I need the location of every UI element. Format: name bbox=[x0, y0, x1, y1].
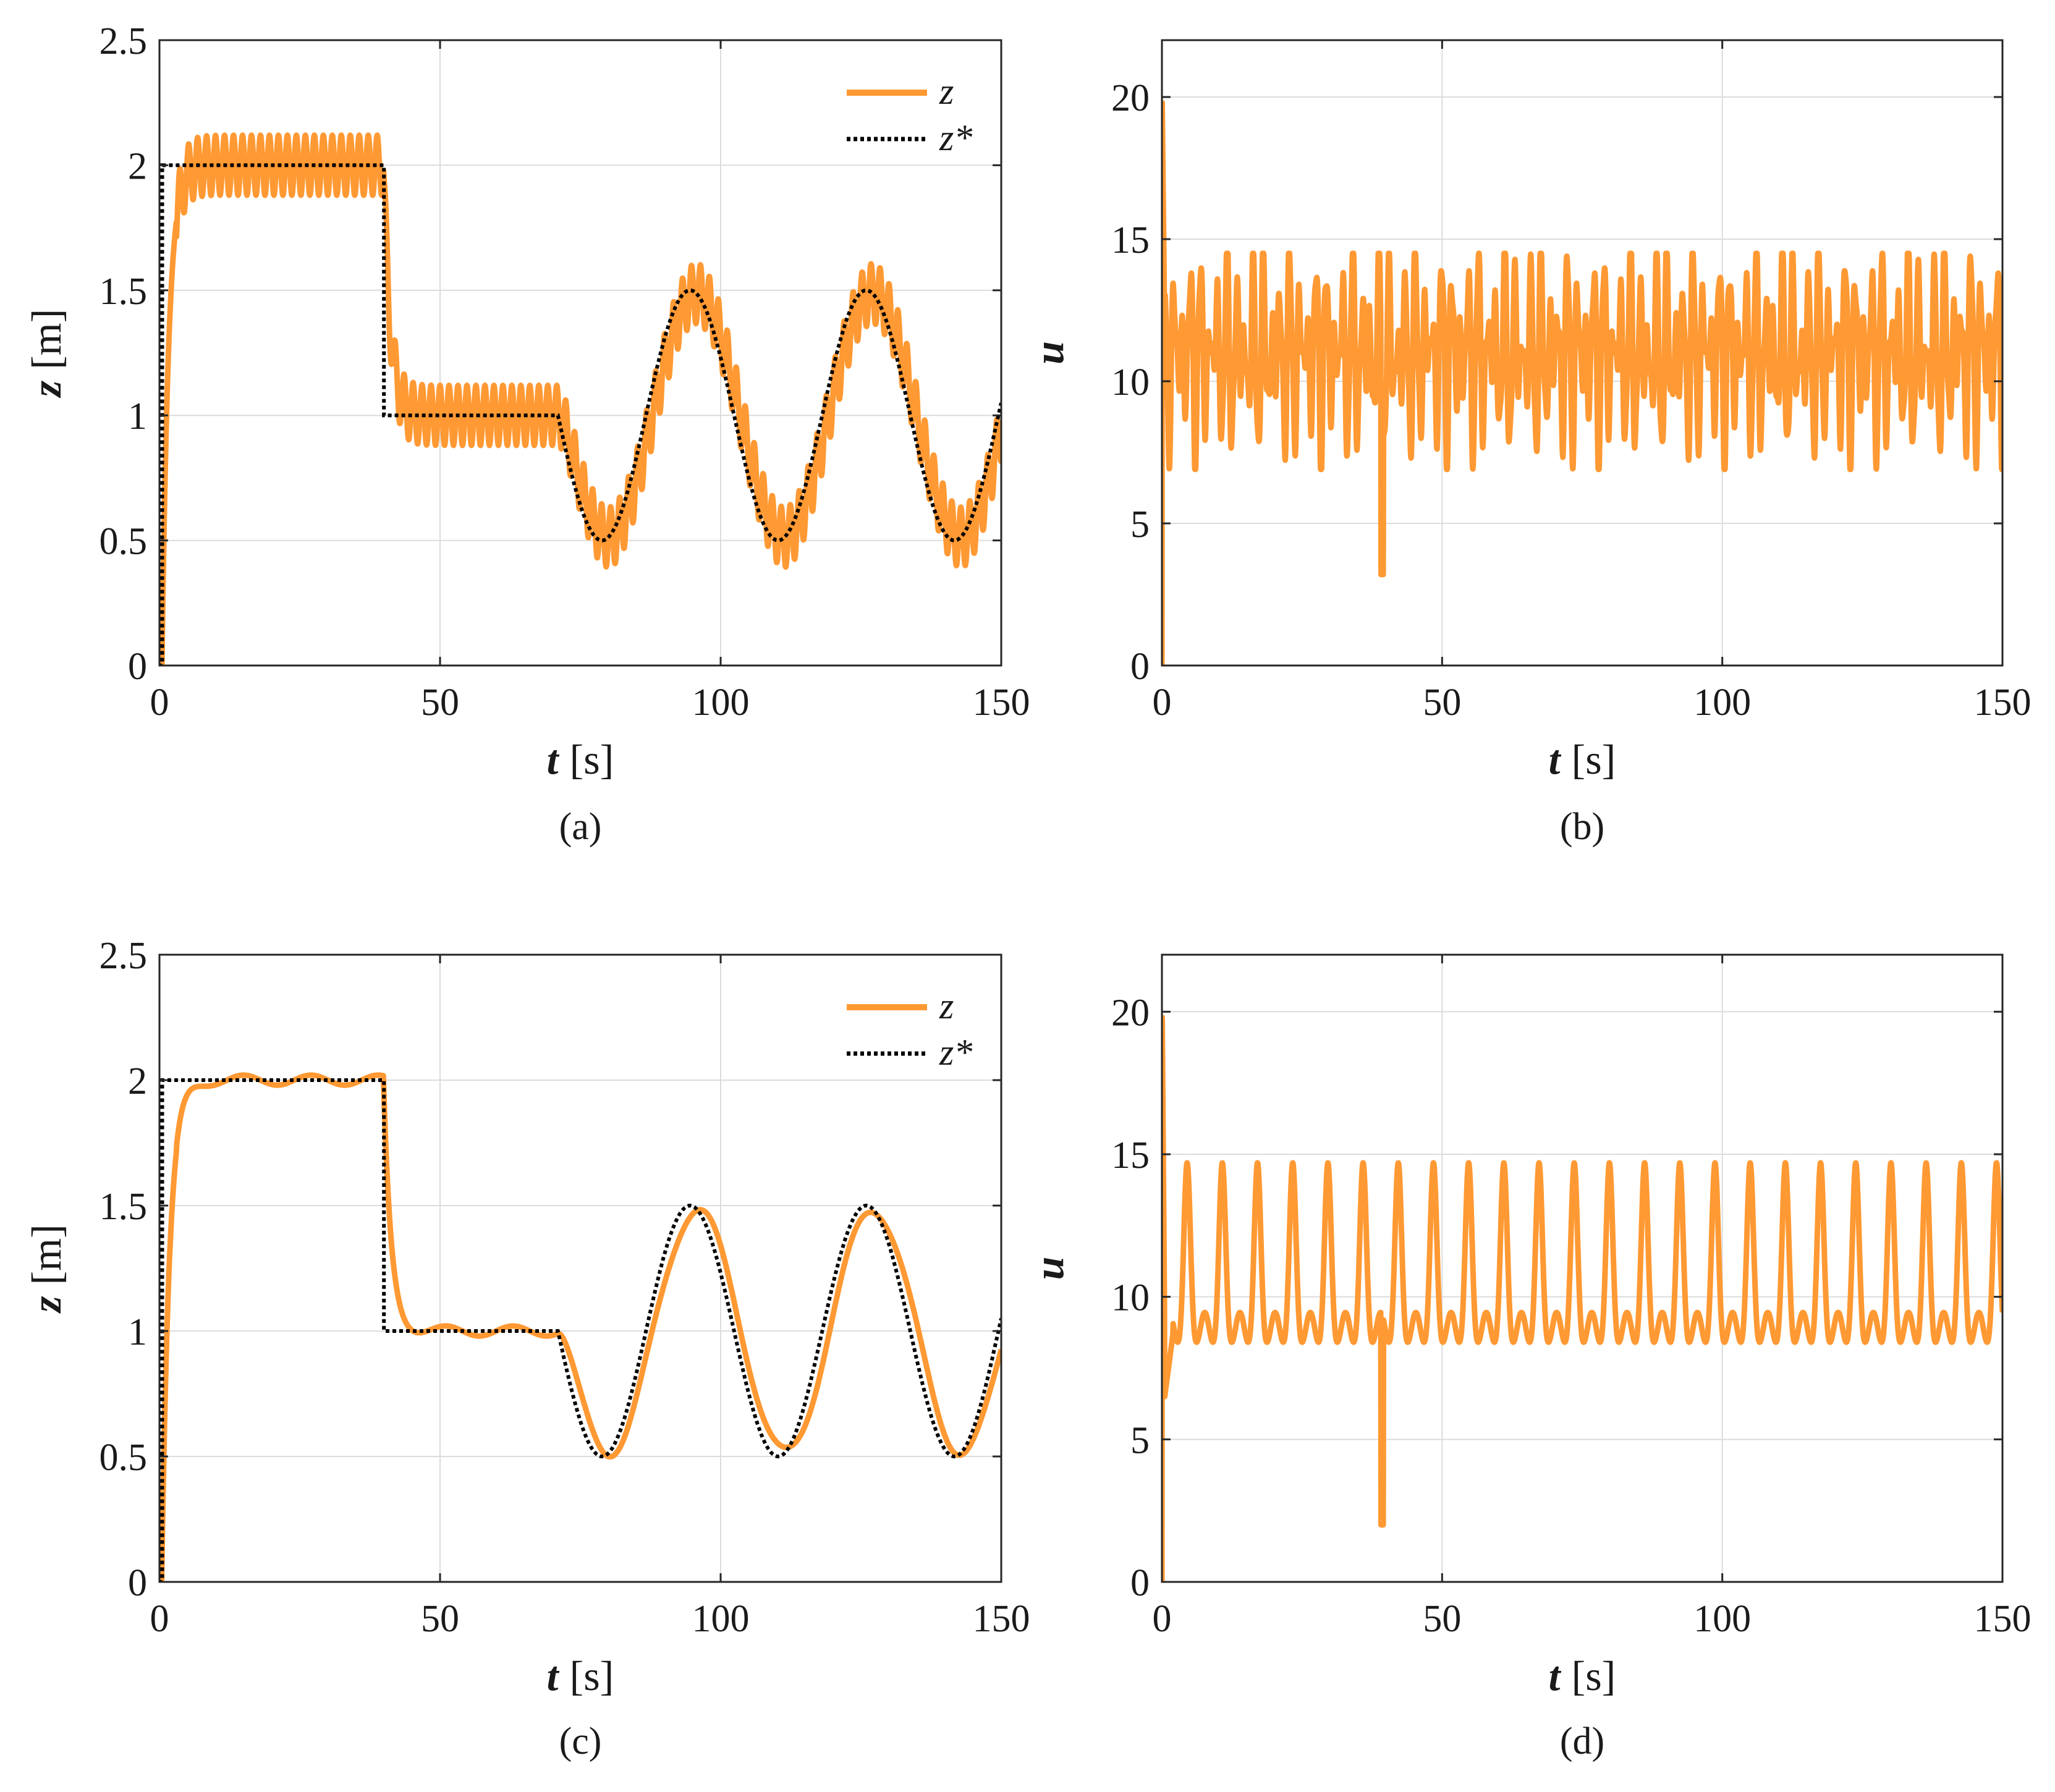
x-tick-label: 150 bbox=[973, 682, 1030, 724]
y-tick-label: 0 bbox=[1130, 1562, 1150, 1604]
y-tick-label: 0 bbox=[128, 1562, 147, 1604]
y-tick-label: 2 bbox=[128, 145, 147, 187]
x-tick-label: 150 bbox=[1974, 1598, 2032, 1640]
y-tick-label: 2 bbox=[128, 1060, 147, 1102]
y-tick-label: 0 bbox=[128, 646, 147, 688]
legend-label-zstar: z* bbox=[939, 117, 972, 158]
y-axis-label: u bbox=[1025, 1257, 1072, 1280]
x-tick-label: 100 bbox=[692, 1598, 750, 1640]
y-axis-label: u bbox=[1025, 341, 1072, 365]
y-tick-label: 15 bbox=[1111, 219, 1150, 261]
x-axis-label: t [s] bbox=[547, 736, 614, 783]
y-tick-label: 15 bbox=[1111, 1135, 1150, 1177]
panel-b: 0 50 100 150 0 5 10 15 20 t [s] u (b) bbox=[1025, 39, 2032, 848]
plot-area bbox=[159, 1072, 1001, 1582]
x-tick-label: 100 bbox=[692, 682, 750, 724]
y-tick-label: 10 bbox=[1111, 361, 1150, 404]
series-line-zstar bbox=[159, 1078, 1001, 1582]
legend: z z* bbox=[847, 71, 972, 158]
y-tick-label: 0.5 bbox=[100, 1437, 148, 1479]
y-tick-label: 5 bbox=[1130, 1419, 1150, 1461]
panel-d: 0 50 100 150 0 5 10 15 20 t [s] u (d) bbox=[1025, 953, 2032, 1762]
x-axis-label: t [s] bbox=[1549, 736, 1616, 783]
panel-a: 0 50 100 150 0 0.5 1 1.5 2 2.5 t [s] z[m] (a) z z* bbox=[23, 20, 1030, 848]
legend: z z* bbox=[847, 986, 972, 1073]
x-axis-label: t [s] bbox=[1549, 1652, 1616, 1699]
y-tick-label: 10 bbox=[1111, 1277, 1150, 1319]
plot-area bbox=[159, 132, 1001, 666]
x-tick-label: 0 bbox=[1153, 682, 1172, 724]
panel-caption: (a) bbox=[559, 806, 602, 848]
legend-label-z: z bbox=[939, 986, 954, 1026]
y-axis-label: z[m] bbox=[23, 1224, 70, 1314]
y-axis-label: z[m] bbox=[23, 309, 70, 399]
panel-caption: (d) bbox=[1560, 1720, 1604, 1762]
axes-box bbox=[1161, 953, 2004, 1583]
x-tick-label: 50 bbox=[1423, 682, 1461, 724]
y-tick-label: 1 bbox=[128, 395, 147, 437]
y-tick-label: 0 bbox=[1130, 646, 1150, 688]
panel-c: 0 50 100 150 0 0.5 1 1.5 2 2.5 t [s] z[m] (c) z z* bbox=[23, 935, 1030, 1762]
legend-label-z: z bbox=[939, 71, 954, 112]
legend-label-zstar: z* bbox=[939, 1032, 972, 1073]
x-tick-label: 50 bbox=[421, 1598, 459, 1640]
y-tick-label: 2.5 bbox=[100, 20, 148, 62]
series-line-u bbox=[1162, 1015, 2002, 1582]
y-tick-label: 2.5 bbox=[100, 935, 148, 977]
y-tick-label: 20 bbox=[1111, 77, 1150, 119]
x-tick-label: 150 bbox=[973, 1598, 1030, 1640]
panel-caption: (b) bbox=[1560, 806, 1604, 848]
y-tick-label: 5 bbox=[1130, 504, 1150, 546]
x-tick-label: 0 bbox=[150, 1598, 169, 1640]
series-line-zstar bbox=[159, 163, 1001, 666]
x-tick-label: 50 bbox=[421, 682, 459, 724]
series-line-u bbox=[1162, 99, 2002, 666]
x-tick-label: 0 bbox=[150, 682, 169, 724]
axes-box bbox=[1161, 39, 2004, 667]
axes-box bbox=[158, 953, 1002, 1583]
x-tick-label: 100 bbox=[1693, 1598, 1751, 1640]
x-axis-label: t [s] bbox=[547, 1652, 614, 1699]
x-tick-label: 150 bbox=[1974, 682, 2032, 724]
y-tick-label: 1 bbox=[128, 1311, 147, 1353]
y-tick-label: 0.5 bbox=[100, 521, 148, 563]
y-tick-label: 20 bbox=[1111, 992, 1150, 1034]
series-line-z bbox=[159, 1072, 1001, 1582]
x-tick-label: 50 bbox=[1423, 1598, 1461, 1640]
y-tick-label: 1.5 bbox=[100, 1186, 148, 1228]
x-tick-label: 100 bbox=[1693, 682, 1751, 724]
plot-area bbox=[1162, 99, 2002, 666]
y-tick-label: 1.5 bbox=[100, 271, 148, 313]
panel-caption: (c) bbox=[559, 1720, 602, 1762]
plot-area bbox=[1162, 1015, 2002, 1582]
x-tick-label: 0 bbox=[1153, 1598, 1172, 1640]
axes-box bbox=[158, 39, 1002, 667]
